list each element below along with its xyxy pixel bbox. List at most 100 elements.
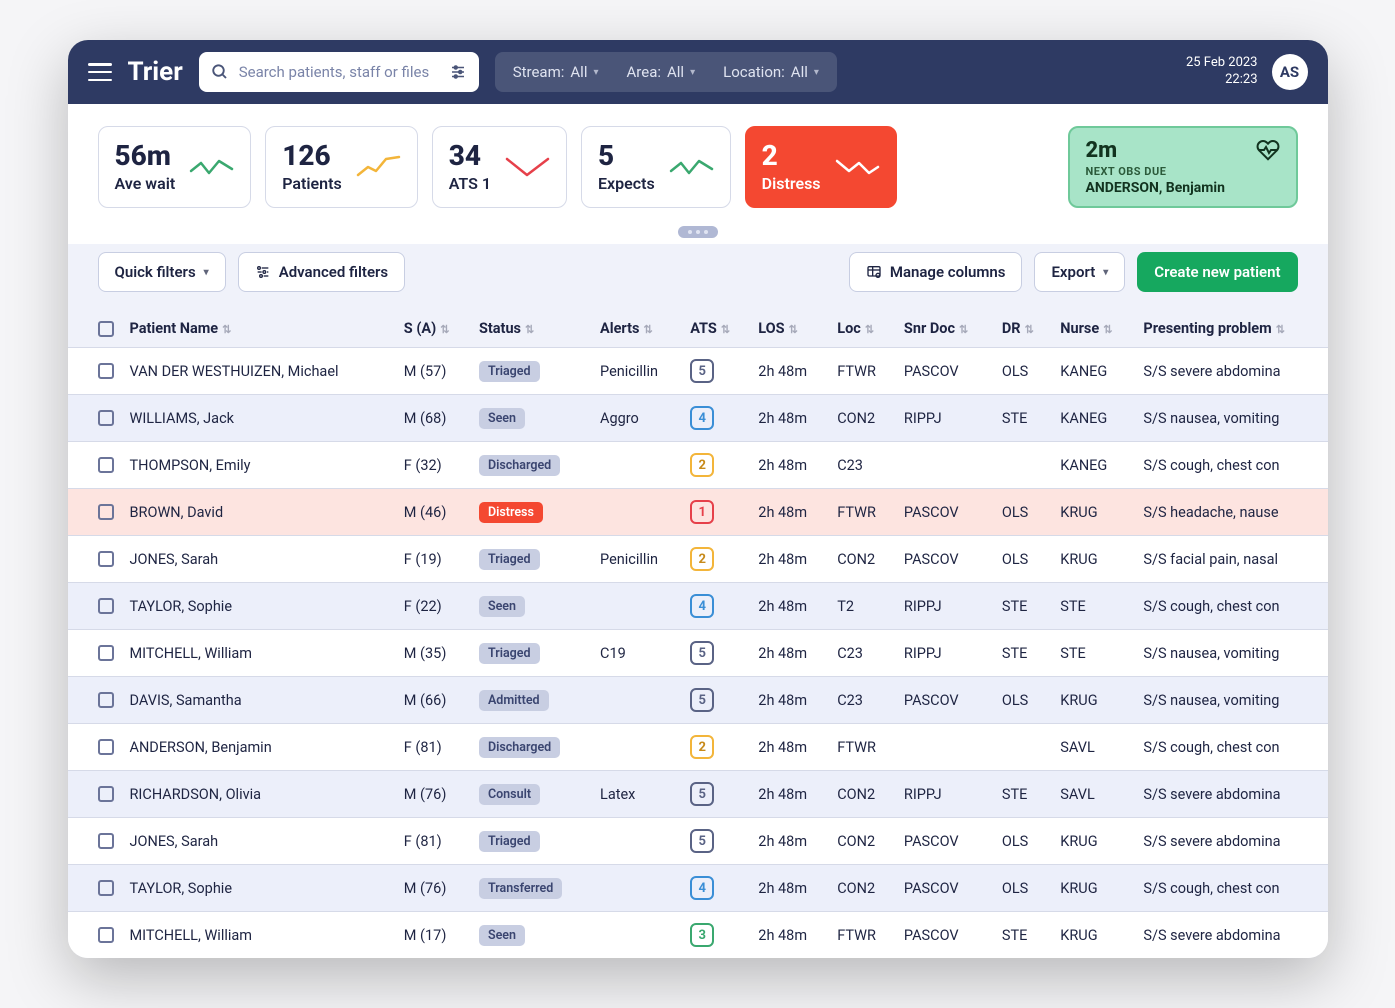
cell-nurse: STE bbox=[1052, 583, 1135, 630]
cell-name: WILLIAMS, Jack bbox=[122, 395, 396, 442]
cell-snr: PASCOV bbox=[896, 865, 994, 912]
avatar[interactable]: AS bbox=[1272, 54, 1308, 90]
stat-card[interactable]: 2 Distress bbox=[745, 126, 897, 208]
cell-status: Triaged bbox=[471, 536, 592, 583]
column-header[interactable]: Snr Doc⇅ bbox=[896, 310, 994, 348]
status-badge: Consult bbox=[479, 784, 540, 805]
sliders-icon[interactable] bbox=[449, 63, 467, 81]
table-row[interactable]: MITCHELL, William M (17) Seen 3 2h 48m F… bbox=[68, 912, 1328, 959]
row-checkbox[interactable] bbox=[98, 457, 114, 473]
row-checkbox[interactable] bbox=[98, 786, 114, 802]
stat-card[interactable]: 126 Patients bbox=[265, 126, 417, 208]
table-row[interactable]: VAN DER WESTHUIZEN, Michael M (57) Triag… bbox=[68, 348, 1328, 395]
table-row[interactable]: TAYLOR, Sophie F (22) Seen 4 2h 48m T2 R… bbox=[68, 583, 1328, 630]
filter-area[interactable]: Area: All ▾ bbox=[613, 56, 710, 88]
stat-card[interactable]: 34 ATS 1 bbox=[432, 126, 567, 208]
cell-status: Seen bbox=[471, 583, 592, 630]
table-row[interactable]: TAYLOR, Sophie M (76) Transferred 4 2h 4… bbox=[68, 865, 1328, 912]
cell-sa: M (57) bbox=[396, 348, 471, 395]
cell-name: RICHARDSON, Olivia bbox=[122, 771, 396, 818]
filter-stream[interactable]: Stream: All ▾ bbox=[499, 56, 613, 88]
cell-alerts bbox=[592, 912, 682, 959]
advanced-filters-button[interactable]: Advanced filters bbox=[238, 252, 405, 292]
status-badge: Transferred bbox=[479, 878, 562, 899]
column-header[interactable]: Loc⇅ bbox=[829, 310, 896, 348]
filter-stream-value: All bbox=[570, 63, 587, 81]
cell-los: 2h 48m bbox=[750, 724, 829, 771]
table-row[interactable]: THOMPSON, Emily F (32) Discharged 2 2h 4… bbox=[68, 442, 1328, 489]
column-header[interactable]: ATS⇅ bbox=[682, 310, 750, 348]
row-checkbox[interactable] bbox=[98, 692, 114, 708]
next-obs-card[interactable]: 2m NEXT OBS DUE ANDERSON, Benjamin bbox=[1068, 126, 1298, 208]
table-row[interactable]: ANDERSON, Benjamin F (81) Discharged 2 2… bbox=[68, 724, 1328, 771]
sort-icon: ⇅ bbox=[1276, 323, 1285, 336]
cell-loc: CON2 bbox=[829, 818, 896, 865]
row-checkbox[interactable] bbox=[98, 551, 114, 567]
manage-columns-button[interactable]: Manage columns bbox=[849, 252, 1023, 292]
cell-nurse: KRUG bbox=[1052, 865, 1135, 912]
table-row[interactable]: BROWN, David M (46) Distress 1 2h 48m FT… bbox=[68, 489, 1328, 536]
sort-icon: ⇅ bbox=[959, 323, 968, 336]
menu-icon[interactable] bbox=[88, 63, 112, 81]
cell-sa: F (81) bbox=[396, 724, 471, 771]
row-checkbox[interactable] bbox=[98, 504, 114, 520]
obs-value: 2m bbox=[1086, 138, 1225, 163]
cell-alerts bbox=[592, 489, 682, 536]
cell-name: JONES, Sarah bbox=[122, 536, 396, 583]
time-label: 22:23 bbox=[1186, 72, 1258, 89]
create-patient-button[interactable]: Create new patient bbox=[1137, 252, 1297, 292]
filter-location[interactable]: Location: All ▾ bbox=[709, 56, 833, 88]
header: Trier Stream: All ▾ Area: All ▾ Location… bbox=[68, 40, 1328, 104]
cell-alerts: C19 bbox=[592, 630, 682, 677]
table-row[interactable]: MITCHELL, William M (35) Triaged C19 5 2… bbox=[68, 630, 1328, 677]
column-header[interactable]: Nurse⇅ bbox=[1052, 310, 1135, 348]
sparkline-icon bbox=[835, 153, 880, 181]
ats-badge: 2 bbox=[690, 735, 714, 759]
table-row[interactable]: WILLIAMS, Jack M (68) Seen Aggro 4 2h 48… bbox=[68, 395, 1328, 442]
status-badge: Discharged bbox=[479, 737, 560, 758]
row-checkbox[interactable] bbox=[98, 833, 114, 849]
export-button[interactable]: Export ▾ bbox=[1034, 252, 1125, 292]
column-header[interactable]: Presenting problem⇅ bbox=[1135, 310, 1327, 348]
sparkline-icon bbox=[189, 153, 234, 181]
table-row[interactable]: RICHARDSON, Olivia M (76) Consult Latex … bbox=[68, 771, 1328, 818]
column-header[interactable]: S (A)⇅ bbox=[396, 310, 471, 348]
divider-handle[interactable] bbox=[68, 226, 1328, 244]
select-all-checkbox[interactable] bbox=[98, 321, 114, 337]
cell-pp: S/S severe abdomina bbox=[1135, 348, 1327, 395]
row-checkbox[interactable] bbox=[98, 410, 114, 426]
cell-name: THOMPSON, Emily bbox=[122, 442, 396, 489]
search-box[interactable] bbox=[199, 52, 479, 92]
table-row[interactable]: JONES, Sarah F (19) Triaged Penicillin 2… bbox=[68, 536, 1328, 583]
cell-sa: M (76) bbox=[396, 771, 471, 818]
column-header[interactable]: Alerts⇅ bbox=[592, 310, 682, 348]
row-checkbox[interactable] bbox=[98, 739, 114, 755]
row-checkbox[interactable] bbox=[98, 645, 114, 661]
cell-nurse: SAVL bbox=[1052, 771, 1135, 818]
filter-icon bbox=[255, 264, 271, 280]
column-header[interactable]: Patient Name⇅ bbox=[122, 310, 396, 348]
cell-dr: OLS bbox=[994, 865, 1052, 912]
cell-ats: 3 bbox=[682, 912, 750, 959]
cell-nurse: KANEG bbox=[1052, 442, 1135, 489]
stat-card[interactable]: 5 Expects bbox=[581, 126, 731, 208]
ats-badge: 4 bbox=[690, 594, 714, 618]
cell-loc: C23 bbox=[829, 442, 896, 489]
column-header[interactable]: DR⇅ bbox=[994, 310, 1052, 348]
table-row[interactable]: DAVIS, Samantha M (66) Admitted 5 2h 48m… bbox=[68, 677, 1328, 724]
column-header[interactable]: Status⇅ bbox=[471, 310, 592, 348]
quick-filters-button[interactable]: Quick filters ▾ bbox=[98, 252, 226, 292]
search-input[interactable] bbox=[239, 63, 439, 81]
row-checkbox[interactable] bbox=[98, 363, 114, 379]
cell-los: 2h 48m bbox=[750, 395, 829, 442]
cell-los: 2h 48m bbox=[750, 489, 829, 536]
status-badge: Triaged bbox=[479, 361, 540, 382]
sort-icon: ⇅ bbox=[789, 323, 798, 336]
row-checkbox[interactable] bbox=[98, 598, 114, 614]
row-checkbox[interactable] bbox=[98, 927, 114, 943]
column-header[interactable]: LOS⇅ bbox=[750, 310, 829, 348]
stat-card[interactable]: 56m Ave wait bbox=[98, 126, 252, 208]
ats-badge: 5 bbox=[690, 641, 714, 665]
table-row[interactable]: JONES, Sarah F (81) Triaged 5 2h 48m CON… bbox=[68, 818, 1328, 865]
row-checkbox[interactable] bbox=[98, 880, 114, 896]
